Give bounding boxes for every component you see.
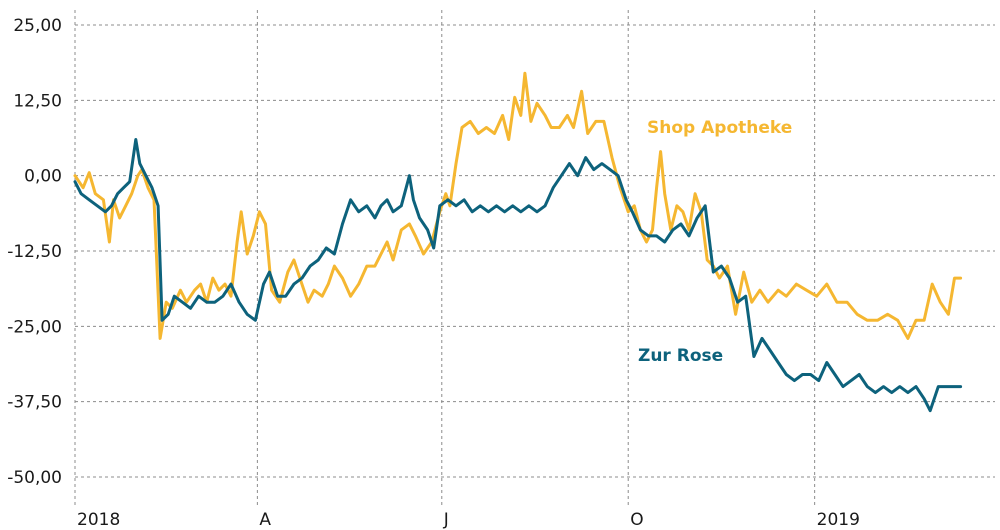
grid-lines xyxy=(74,10,995,505)
y-tick-label: -50,00 xyxy=(7,468,62,488)
y-tick-label: 0,00 xyxy=(24,167,62,187)
series-lines xyxy=(73,71,963,413)
series-line-zur-rose xyxy=(73,138,963,413)
x-tick-label: O xyxy=(630,510,643,530)
series-labels: Shop Apotheke Zur Rose xyxy=(638,118,792,366)
y-tick-label: -37,50 xyxy=(7,393,62,413)
x-tick-label: A xyxy=(259,510,271,530)
series-label-zur-rose: Zur Rose xyxy=(638,346,723,366)
series-label-shop-apotheke: Shop Apotheke xyxy=(647,118,792,138)
y-tick-label: -25,00 xyxy=(7,317,62,337)
x-tick-label: 2019 xyxy=(817,510,860,530)
x-tick-label: 2018 xyxy=(77,510,120,530)
x-tick-label: J xyxy=(443,510,449,530)
series-line-shop-apotheke xyxy=(73,71,963,340)
y-axis-tick-labels: 25,00 12,50 0,00 -12,50 -25,00 -37,50 -50,00 xyxy=(7,16,62,488)
y-tick-label: 12,50 xyxy=(13,91,62,111)
x-axis-tick-labels: 2018 A J O 2019 xyxy=(77,510,860,530)
y-tick-label: 25,00 xyxy=(13,16,62,36)
y-tick-label: -12,50 xyxy=(7,242,62,262)
